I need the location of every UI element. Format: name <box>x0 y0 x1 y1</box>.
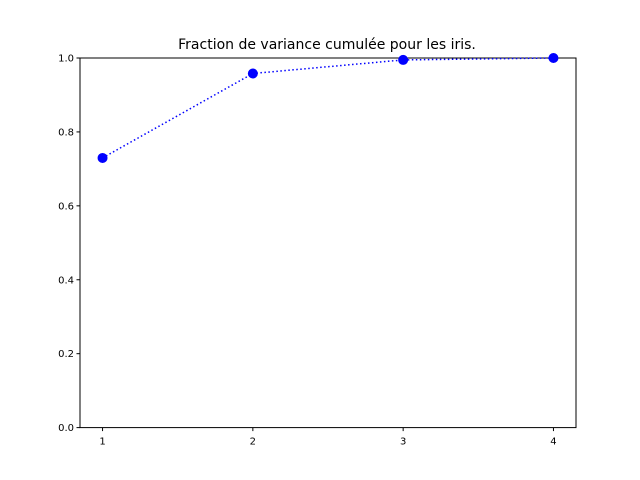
y-tick-label: 0.8 <box>58 127 74 138</box>
y-axis: 0.0 0.2 0.4 0.6 0.8 1.0 <box>58 54 80 434</box>
x-tick-label: 2 <box>250 437 256 448</box>
y-tick-label: 0.6 <box>58 201 74 212</box>
chart-title: Fraction de variance cumulée pour les ir… <box>178 37 476 53</box>
y-tick-label: 1.0 <box>58 54 74 65</box>
data-point <box>548 53 559 63</box>
y-tick-label: 0.4 <box>58 275 74 286</box>
series-line <box>102 57 554 159</box>
x-tick-label: 4 <box>550 437 556 448</box>
plot-area <box>79 57 577 429</box>
x-tick-label: 3 <box>400 437 406 448</box>
series-layer <box>97 53 559 163</box>
x-tick-label: 1 <box>99 437 105 448</box>
data-point <box>247 68 258 79</box>
y-tick-label: 0.2 <box>58 349 74 360</box>
data-point <box>97 152 108 163</box>
data-point <box>398 54 409 65</box>
x-axis: 1 2 3 4 <box>99 427 557 448</box>
y-tick-label: 0.0 <box>58 423 74 434</box>
